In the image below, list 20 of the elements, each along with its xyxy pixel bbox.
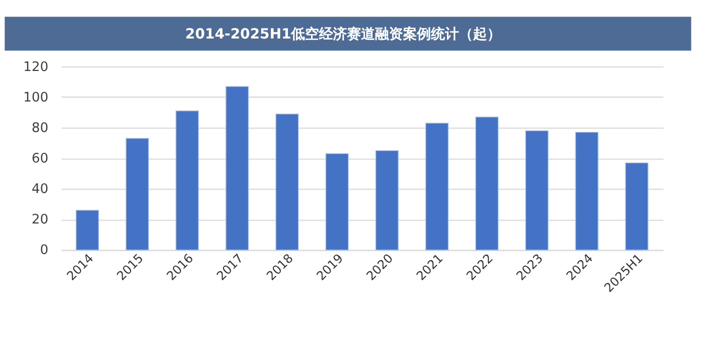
chart-title: 2014-2025H1低空经济赛道融资案例统计（起） [185, 25, 502, 42]
bar [425, 122, 449, 250]
bar [625, 162, 648, 250]
bar [475, 116, 499, 250]
bar [325, 153, 349, 250]
bar [375, 150, 399, 250]
y-tick-label: 100 [23, 90, 48, 106]
y-tick-label: 120 [23, 60, 48, 75]
y-tick-label: 80 [32, 120, 48, 136]
bar [176, 110, 199, 250]
bar [126, 138, 149, 250]
bar [575, 132, 598, 250]
bar [226, 86, 249, 250]
bar [276, 114, 299, 250]
y-tick-label: 20 [32, 212, 48, 228]
y-tick-label: 60 [32, 151, 48, 166]
bar [525, 130, 548, 250]
y-tick-label: 0 [40, 243, 48, 258]
bar [76, 210, 99, 250]
y-tick-label: 40 [32, 182, 48, 198]
